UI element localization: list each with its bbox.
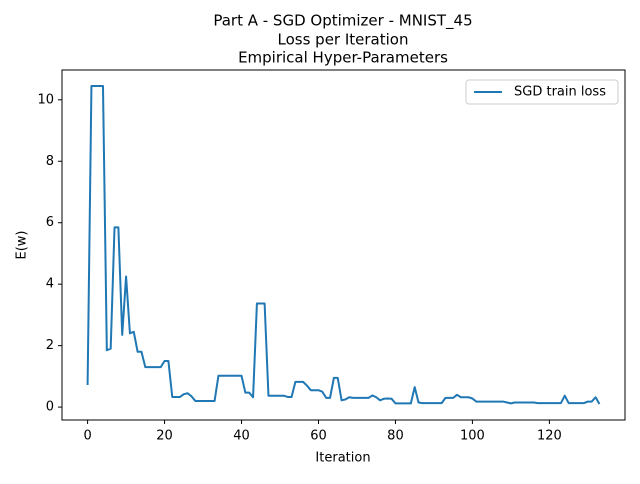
chart-title: Part A - SGD Optimizer - MNIST_45 [213, 12, 472, 31]
y-tick-label: 8 [46, 154, 54, 169]
y-tick-label: 2 [46, 338, 54, 353]
chart-title: Loss per Iteration [278, 31, 409, 49]
x-tick-label: 20 [156, 429, 173, 444]
y-tick-label: 6 [46, 215, 54, 230]
y-tick-label: 0 [46, 400, 54, 415]
x-tick-label: 120 [537, 429, 562, 444]
x-tick-label: 100 [460, 429, 485, 444]
x-tick-label: 80 [387, 429, 404, 444]
plot-frame [61, 69, 626, 421]
chart-title: Empirical Hyper-Parameters [238, 49, 448, 67]
x-tick-label: 40 [233, 429, 250, 444]
legend-label: SGD train loss [514, 85, 606, 100]
y-tick-label: 10 [37, 92, 54, 107]
y-tick-label: 4 [46, 277, 54, 292]
loss-line [86, 84, 601, 405]
x-tick-label: 60 [310, 429, 327, 444]
x-axis-label: Iteration [315, 451, 370, 466]
legend-box [465, 79, 619, 105]
x-tick-label: 0 [83, 429, 91, 444]
y-axis-label: E(w) [15, 231, 30, 260]
